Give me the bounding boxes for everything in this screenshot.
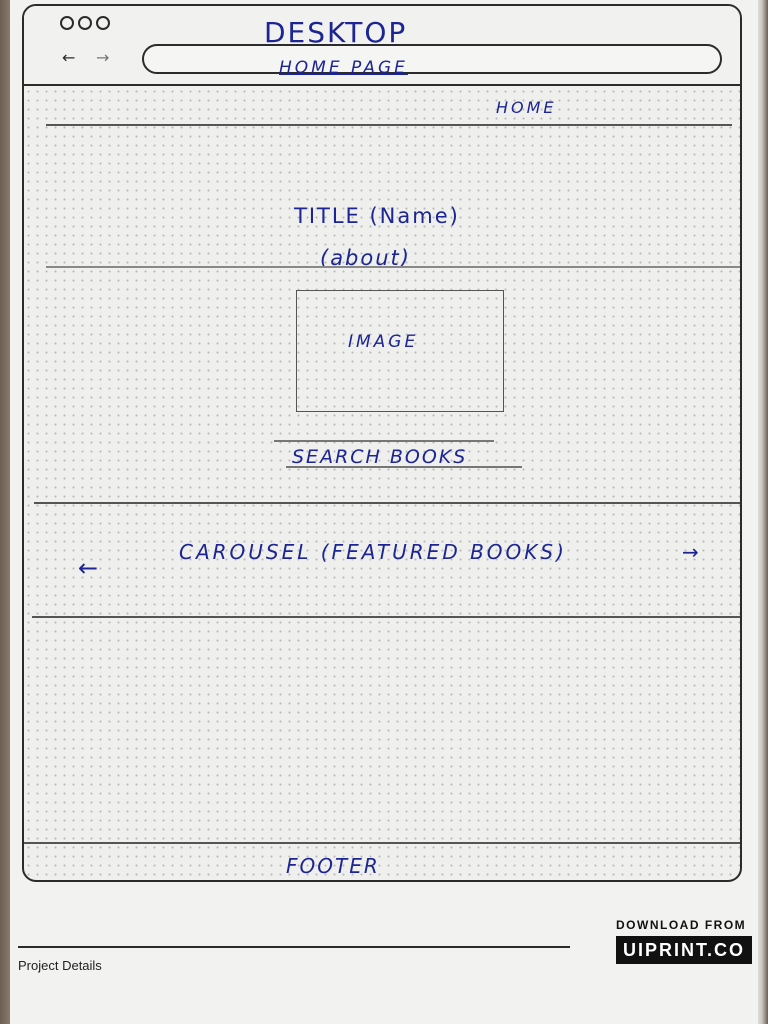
carousel-top-divider xyxy=(34,502,740,504)
nav-home-link[interactable]: HOME xyxy=(496,98,557,117)
carousel-prev-icon[interactable]: ← xyxy=(78,554,99,582)
browser-chrome: ← → DESKTOP HOME PAGE xyxy=(24,6,740,86)
download-from-label: DOWNLOAD FROM xyxy=(616,918,747,932)
carousel-bottom-divider xyxy=(32,616,740,618)
hero-title: TITLE (Name) xyxy=(294,204,460,228)
search-underline xyxy=(286,466,522,468)
image-placeholder xyxy=(296,290,504,412)
window-dot-icon[interactable] xyxy=(78,16,92,30)
image-label: IMAGE xyxy=(348,332,419,352)
url-text: HOME PAGE xyxy=(279,58,408,78)
brand-logo: UIPRINT.CO xyxy=(616,936,752,964)
back-arrow-icon[interactable]: ← xyxy=(62,48,76,67)
forward-arrow-icon[interactable]: → xyxy=(96,48,110,67)
footer-divider xyxy=(24,842,740,844)
footer-label: FOOTER xyxy=(286,854,380,878)
url-bar[interactable] xyxy=(142,44,722,74)
carousel-next-icon[interactable]: → xyxy=(682,540,699,564)
window-dot-icon[interactable] xyxy=(96,16,110,30)
nav-divider xyxy=(46,124,732,126)
wireframe-title: DESKTOP xyxy=(264,16,408,49)
hero-divider xyxy=(46,266,740,268)
carousel-label: CAROUSEL (FEATURED BOOKS) xyxy=(179,540,567,564)
search-books-link[interactable]: SEARCH BOOKS xyxy=(292,446,468,468)
window-controls xyxy=(60,16,110,30)
project-details-line xyxy=(18,946,570,948)
window-dot-icon[interactable] xyxy=(60,16,74,30)
browser-window-sketch: ← → DESKTOP HOME PAGE HOME TITLE (Name) … xyxy=(22,4,742,882)
project-details-label: Project Details xyxy=(18,958,102,973)
search-overline xyxy=(274,440,494,442)
